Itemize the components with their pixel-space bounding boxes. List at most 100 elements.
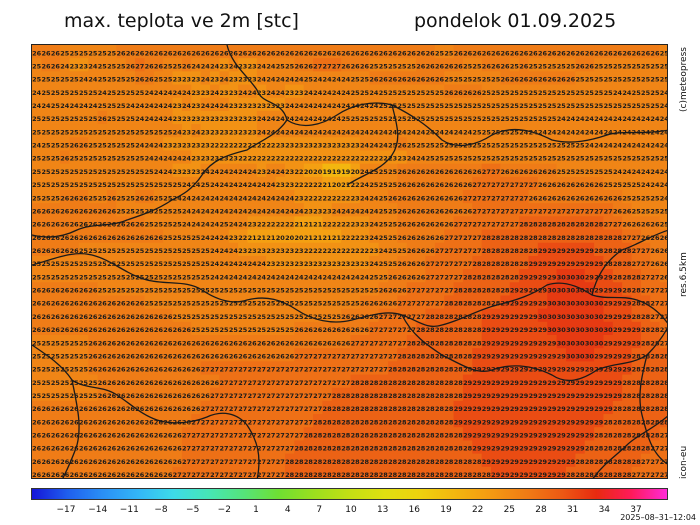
grid-cell (50, 269, 61, 283)
grid-cell (594, 150, 605, 165)
temperature-label: 26 (79, 300, 89, 308)
temperature-label: 25 (360, 287, 370, 295)
temperature-label: 27 (210, 445, 219, 453)
temperature-label: 23 (173, 168, 182, 176)
temperature-label: 27 (397, 313, 406, 321)
temperature-label: 29 (585, 432, 595, 440)
temperature-label: 29 (557, 471, 567, 479)
temperature-label: 25 (116, 194, 126, 202)
temperature-label: 24 (613, 142, 623, 150)
temperature-label: 26 (32, 432, 42, 440)
temperature-label: 22 (323, 194, 332, 202)
temperature-label: 25 (229, 287, 239, 295)
temperature-label: 25 (491, 115, 501, 123)
temperature-label: 24 (257, 76, 267, 84)
temperature-label: 28 (341, 445, 351, 453)
grid-cell (331, 335, 342, 349)
temperature-label: 24 (323, 115, 333, 123)
grid-cell (116, 255, 127, 270)
grid-cell (528, 45, 539, 59)
grid-cell (284, 229, 295, 244)
grid-cell (191, 348, 202, 362)
grid-cell (209, 321, 220, 336)
temperature-label: 26 (42, 405, 52, 413)
temperature-label: 27 (388, 339, 397, 347)
temperature-label: 26 (594, 194, 604, 202)
temperature-label: 25 (126, 168, 136, 176)
temperature-label: 26 (594, 49, 604, 57)
grid-cell (397, 269, 408, 283)
temperature-label: 26 (126, 366, 136, 374)
temperature-label: 27 (210, 432, 219, 440)
temperature-label: 26 (632, 221, 642, 229)
grid-cell (331, 45, 342, 59)
temperature-label: 21 (313, 234, 323, 242)
temperature-label: 29 (557, 247, 567, 255)
grid-cell (163, 58, 174, 72)
temperature-label: 28 (351, 379, 361, 387)
grid-cell (238, 163, 249, 178)
grid-cell (594, 387, 605, 402)
temperature-label: 25 (519, 155, 529, 163)
temperature-label: 25 (529, 102, 539, 110)
temperature-label: 29 (622, 352, 632, 360)
grid-cell (172, 58, 183, 72)
grid-cell (60, 150, 71, 165)
temperature-label: 28 (332, 392, 342, 400)
temperature-label: 25 (60, 89, 70, 97)
grid-cell (453, 84, 464, 99)
grid-cell (519, 71, 530, 86)
temperature-label: 24 (622, 168, 632, 176)
grid-cell (453, 269, 464, 283)
temperature-label: 25 (135, 89, 145, 97)
temperature-label: 28 (519, 234, 529, 242)
temperature-label: 25 (397, 89, 407, 97)
temperature-label: 28 (294, 471, 304, 479)
grid-cell (378, 321, 389, 336)
grid-cell (153, 45, 164, 59)
temperature-label: 23 (248, 128, 257, 136)
grid-cell (69, 216, 80, 231)
temperature-label: 26 (88, 207, 98, 215)
temperature-label: 27 (426, 300, 435, 308)
temperature-label: 27 (604, 207, 613, 215)
temperature-label: 28 (557, 221, 567, 229)
grid-cell (219, 308, 230, 323)
temperature-label: 22 (351, 247, 360, 255)
temperature-label: 29 (575, 392, 585, 400)
temperature-label: 26 (98, 234, 108, 242)
temperature-label: 26 (547, 49, 557, 57)
temperature-label: 20 (351, 168, 361, 176)
temperature-label: 23 (313, 142, 322, 150)
temperature-label: 25 (388, 142, 398, 150)
grid-cell (416, 203, 427, 217)
grid-cell (135, 58, 146, 72)
temperature-label: 29 (604, 366, 614, 374)
grid-cell (200, 282, 211, 297)
grid-cell (60, 176, 71, 191)
temperature-label: 25 (285, 326, 295, 334)
temperature-label: 23 (266, 102, 275, 110)
temperature-label: 26 (182, 379, 192, 387)
grid-cell (313, 229, 323, 244)
temperature-label: 25 (557, 168, 567, 176)
grid-cell (519, 255, 530, 270)
grid-cell (416, 190, 427, 204)
grid-cell (584, 387, 595, 402)
temperature-label: 25 (173, 300, 183, 308)
grid-cell (228, 348, 239, 362)
grid-cell (331, 348, 342, 362)
temperature-label: 23 (351, 142, 360, 150)
temperature-label: 29 (529, 313, 539, 321)
temperature-label: 23 (70, 62, 79, 70)
grid-cell (322, 176, 333, 191)
grid-cell (200, 203, 211, 217)
temperature-label: 24 (182, 221, 192, 229)
temperature-label: 26 (632, 49, 642, 57)
grid-cell (612, 97, 623, 112)
temperature-label: 24 (266, 115, 276, 123)
grid-cell (88, 150, 99, 165)
temperature-label: 25 (88, 89, 98, 97)
temperature-colorbar (31, 488, 668, 500)
temperature-label: 22 (294, 155, 303, 163)
